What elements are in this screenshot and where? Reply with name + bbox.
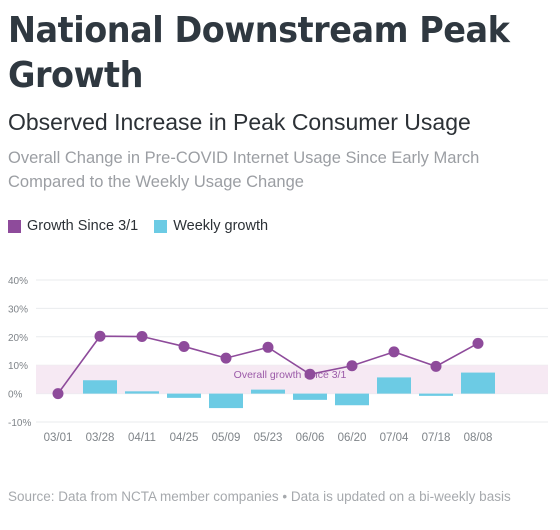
weekly-growth-bar[interactable] [335,393,369,406]
weekly-growth-bar[interactable] [461,372,495,394]
x-tick-label: 03/01 [44,432,73,444]
weekly-growth-bar[interactable] [167,393,201,398]
x-tick-label: 08/08 [464,432,493,444]
x-tick-label: 07/04 [380,432,409,444]
tick-layer: 40% 30% 20% 10% 0% -10% 03/01 03/28 04/11 04/25 05… [8,276,492,444]
x-tick-label: 06/20 [338,432,367,444]
chart-title: National Downstream Peak Growth [8,10,510,96]
y-tick-label: 20% [8,333,28,344]
legend-label-growth: Growth Since 3/1 [27,218,139,234]
weekly-growth-bar[interactable] [293,393,327,400]
legend-swatch-growth [8,219,21,233]
y-tick-label: -10% [8,418,31,429]
grid-layer [36,279,548,423]
bar-layer [83,372,495,409]
growth-point[interactable] [346,360,358,372]
growth-point[interactable] [136,331,148,343]
x-tick-label: 06/06 [296,432,325,444]
source-note: Source: Data from NCTA member companies … [8,489,511,504]
x-tick-label: 07/18 [422,432,451,444]
x-tick-label: 05/09 [212,432,241,444]
chart-legend: Growth Since 3/1 Weekly growth [8,218,284,234]
chart-description: Overall Change in Pre-COVID Internet Usa… [8,149,480,191]
growth-point[interactable] [220,352,232,364]
legend-label-weekly: Weekly growth [173,218,269,234]
legend-swatch-weekly [154,219,168,233]
x-tick-label: 03/28 [86,432,115,444]
legend-item-growth[interactable]: Growth Since 3/1 [8,218,138,234]
growth-point[interactable] [304,368,316,380]
weekly-growth-bar[interactable] [83,380,117,394]
chart-plot: Overall growth since 3/1 40%30%20%10%0%-… [8,276,548,444]
y-tick-label: 30% [8,304,28,315]
x-tick-label: 04/25 [170,432,199,444]
growth-point[interactable] [178,340,190,352]
growth-point[interactable] [94,330,106,342]
x-tick-label: 04/11 [128,432,156,444]
y-tick-label: 10% [8,361,28,372]
y-tick-label: 40% [8,276,28,287]
growth-point[interactable] [430,360,442,372]
growth-point[interactable] [52,388,64,400]
weekly-growth-bar[interactable] [251,389,285,394]
growth-point[interactable] [388,346,400,358]
growth-point[interactable] [472,337,484,349]
weekly-growth-bar[interactable] [419,393,453,396]
line-layer [52,330,484,400]
x-tick-label: 05/23 [254,432,283,444]
chart-subtitle: Observed Increase in Peak Consumer Usage [8,109,471,135]
weekly-growth-bar[interactable] [125,391,159,394]
legend-item-weekly[interactable]: Weekly growth [154,218,268,234]
weekly-growth-bar[interactable] [377,377,411,394]
weekly-growth-bar[interactable] [209,393,243,409]
growth-point[interactable] [262,341,274,353]
y-tick-label: 0% [8,390,23,401]
